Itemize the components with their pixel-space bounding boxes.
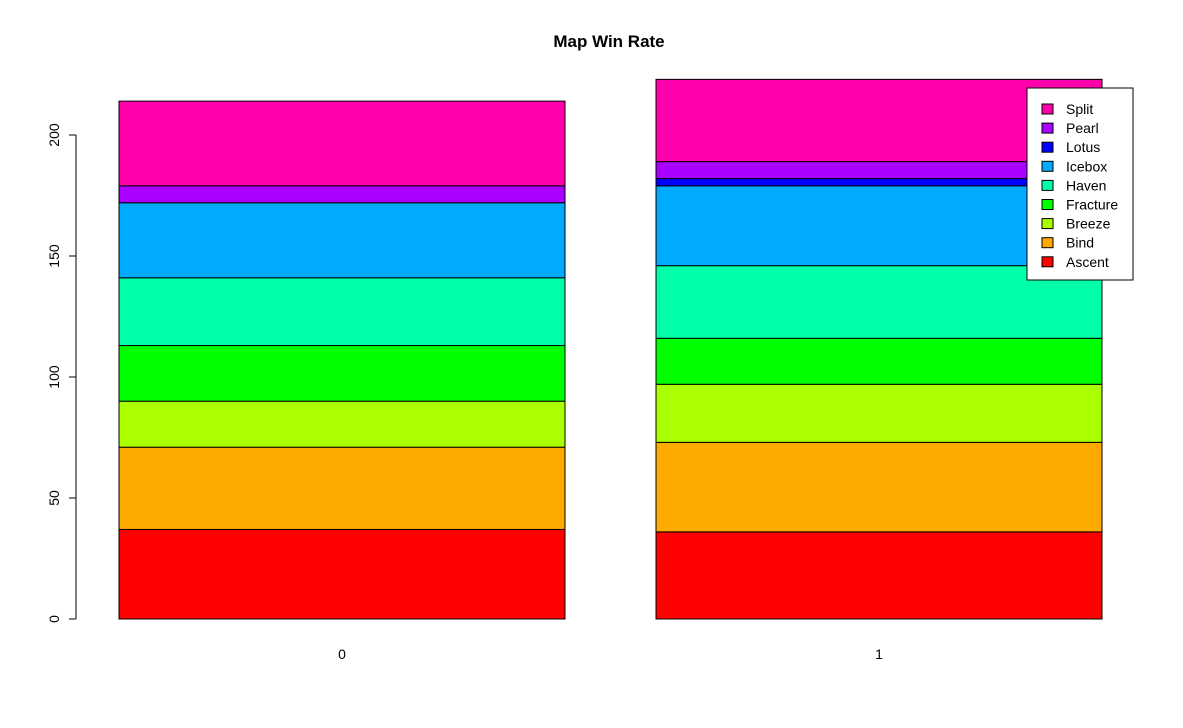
legend-swatch-fracture <box>1041 199 1054 210</box>
bar-segment-pearl-0 <box>118 185 566 204</box>
bar-segment-bind-0 <box>118 446 566 530</box>
y-axis: 0 50 100 150 200 <box>46 123 77 623</box>
legend-label-lotus: Lotus <box>1066 139 1100 155</box>
bar-segment-ascent-1 <box>655 531 1103 620</box>
legend: Split Pearl Lotus Icebox Haven Fracture Breeze… <box>1026 87 1134 281</box>
legend-swatch-bind <box>1041 237 1054 249</box>
bar-segment-icebox-0 <box>118 202 566 279</box>
legend-label-haven: Haven <box>1066 177 1106 193</box>
legend-swatch-ascent <box>1041 256 1054 268</box>
legend-label-breeze: Breeze <box>1066 216 1111 232</box>
y-tick-label: 200 <box>46 123 62 147</box>
legend-swatch-lotus <box>1041 141 1054 153</box>
bars-group <box>118 78 1103 620</box>
legend-label-split: Split <box>1066 101 1093 117</box>
legend-label-fracture: Fracture <box>1066 197 1118 213</box>
y-tick-label: 0 <box>46 615 62 623</box>
bar-segment-breeze-1 <box>655 383 1103 443</box>
legend-swatch-split <box>1041 103 1054 115</box>
legend-swatch-breeze <box>1041 218 1054 230</box>
y-tick-label: 50 <box>46 490 62 506</box>
legend-swatch-pearl <box>1041 122 1054 134</box>
bar-segment-fracture-0 <box>118 345 566 402</box>
legend-swatch-haven <box>1041 179 1054 191</box>
bar-segment-fracture-1 <box>655 337 1103 385</box>
legend-label-pearl: Pearl <box>1066 120 1099 136</box>
bar-segment-breeze-0 <box>118 400 566 448</box>
bar-segment-split-0 <box>118 100 566 187</box>
legend-swatch-icebox <box>1041 160 1054 172</box>
y-tick-label: 150 <box>46 244 62 268</box>
bar-segment-haven-0 <box>118 277 566 347</box>
chart-title: Map Win Rate <box>553 32 664 51</box>
legend-label-bind: Bind <box>1066 235 1094 251</box>
x-tick-label-0: 0 <box>338 646 346 662</box>
y-tick-label: 100 <box>46 365 62 389</box>
x-tick-label-1: 1 <box>875 646 883 662</box>
bar-segment-bind-1 <box>655 441 1103 533</box>
legend-label-ascent: Ascent <box>1066 254 1109 270</box>
legend-label-icebox: Icebox <box>1066 158 1107 174</box>
bar-segment-ascent-0 <box>118 528 566 620</box>
